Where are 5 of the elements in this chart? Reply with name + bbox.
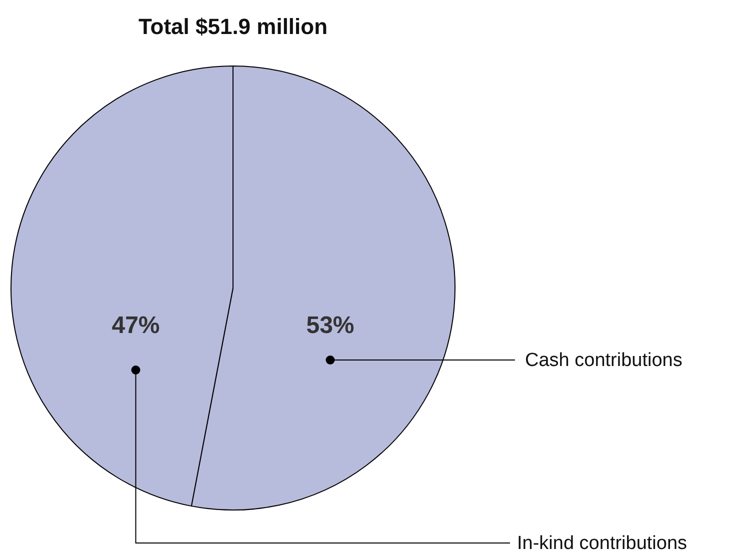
- data-label: 53%: [306, 312, 354, 339]
- data-label: 47%: [112, 312, 160, 339]
- slice-label: In-kind contributions: [517, 533, 688, 551]
- slice-label: Cash contributions: [525, 350, 682, 371]
- chart-title: Total $51.9 million: [138, 14, 328, 39]
